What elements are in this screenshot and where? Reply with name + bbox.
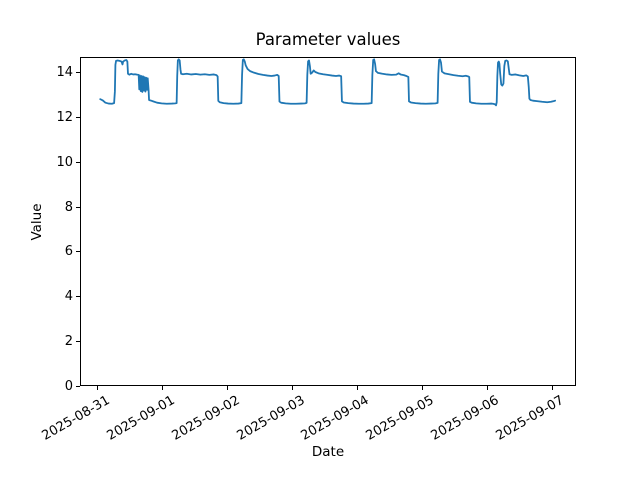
x-tick [292, 386, 294, 390]
x-tick-label: 2025-09-05 [363, 393, 437, 444]
chart-title: Parameter values [255, 30, 401, 49]
y-tick [76, 385, 80, 387]
x-tick-label: 2025-09-07 [493, 393, 567, 444]
y-tick-label: 2 [64, 333, 73, 349]
x-tick [227, 386, 229, 390]
plot-area [80, 57, 576, 386]
x-tick-label: 2025-09-06 [428, 393, 502, 444]
x-tick-label: 2025-09-03 [234, 393, 308, 444]
y-tick-label: 14 [56, 65, 73, 81]
x-tick-label: 2025-09-01 [104, 393, 178, 444]
y-tick [76, 296, 80, 298]
y-tick [76, 340, 80, 342]
y-tick-label: 6 [64, 244, 73, 260]
y-tick-label: 0 [64, 378, 73, 394]
y-tick [76, 72, 80, 74]
y-tick-label: 10 [56, 154, 73, 170]
y-tick [76, 117, 80, 119]
y-tick-label: 12 [56, 110, 73, 126]
x-tick [421, 386, 423, 390]
x-tick [551, 386, 553, 390]
y-tick [76, 251, 80, 253]
x-tick [97, 386, 99, 390]
x-tick-label: 2025-08-31 [39, 393, 113, 444]
y-tick-label: 4 [64, 289, 73, 305]
data-line [99, 58, 556, 107]
y-tick-label: 8 [64, 199, 73, 215]
x-tick-label: 2025-09-02 [169, 393, 243, 444]
y-tick [76, 161, 80, 163]
line-chart-canvas [99, 58, 556, 107]
x-tick-label: 2025-09-04 [298, 393, 372, 444]
x-tick [162, 386, 164, 390]
x-tick [486, 386, 488, 390]
x-axis-label: Date [311, 444, 345, 460]
x-tick [356, 386, 358, 390]
y-tick [76, 206, 80, 208]
